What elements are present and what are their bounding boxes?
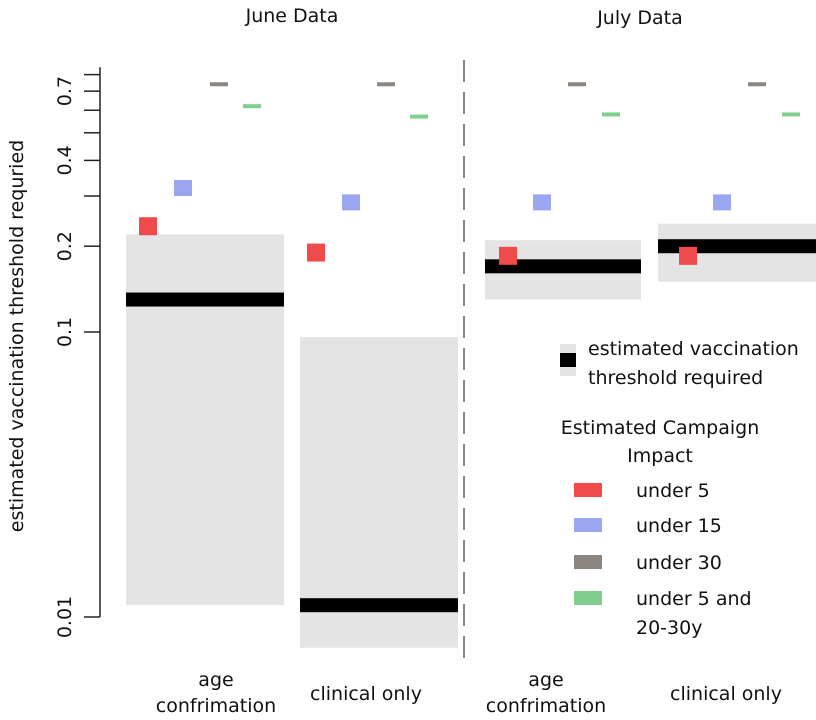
legend-threshold-label: estimated vaccination threshold required	[588, 338, 799, 389]
impact-marker	[307, 243, 325, 262]
impact-marker	[210, 82, 228, 87]
y-tick-label: 0.4	[54, 145, 76, 175]
legend-swatch	[574, 483, 602, 497]
y-tick-label: 0.01	[54, 596, 76, 638]
legend-item-label: under 15	[636, 515, 722, 537]
threshold-band	[300, 337, 458, 648]
legend-title: Estimated Campaign Impact	[561, 417, 760, 467]
impact-marker	[782, 112, 800, 117]
x-tick-label: clinical only	[670, 683, 782, 705]
impact-marker	[174, 180, 192, 197]
legend-threshold-swatch	[560, 353, 576, 367]
impact-marker	[410, 114, 428, 119]
y-axis: 0.01 0.1 0.2 0.4 0.7	[54, 67, 101, 638]
threshold-band	[126, 234, 284, 606]
legend-swatch	[574, 555, 602, 569]
threshold-estimate-bar	[658, 239, 816, 254]
legend-swatch	[574, 591, 602, 605]
impact-marker	[342, 194, 360, 211]
impact-marker	[748, 82, 766, 87]
legend-swatch	[574, 518, 602, 532]
threshold-estimates	[126, 239, 816, 613]
legend-item-label: under 30	[636, 552, 722, 574]
impact-marker	[602, 112, 620, 117]
impact-marker	[377, 82, 395, 87]
impact-marker	[679, 246, 697, 265]
panel-title-june: June Data	[245, 5, 339, 27]
x-tick-label: age confrimation	[486, 669, 606, 717]
campaign-impact-markers	[139, 82, 800, 265]
x-axis-labels: age confrimation clinical only age confrimat…	[156, 669, 782, 717]
impact-marker	[499, 246, 517, 265]
y-axis-label: estimated vaccination threshold requried	[6, 140, 28, 532]
threshold-estimate-bar	[485, 259, 641, 274]
impact-marker	[713, 194, 731, 211]
y-tick-label: 0.7	[54, 76, 76, 106]
impact-marker	[139, 217, 157, 236]
impact-marker	[533, 194, 551, 211]
impact-marker	[243, 104, 261, 109]
impact-marker	[568, 82, 586, 87]
legend-item-label: under 5	[636, 480, 710, 502]
y-tick-label: 0.2	[54, 231, 76, 261]
panel-title-july: July Data	[596, 7, 683, 29]
legend-item-label: under 5 and 20-30y	[636, 588, 752, 639]
threshold-estimate-bar	[300, 598, 458, 613]
x-tick-label: age confrimation	[156, 669, 276, 717]
x-tick-label: clinical only	[310, 683, 422, 705]
threshold-estimate-bar	[126, 292, 284, 307]
y-tick-label: 0.1	[54, 317, 76, 347]
legend: estimated vaccination threshold required E…	[560, 338, 799, 639]
